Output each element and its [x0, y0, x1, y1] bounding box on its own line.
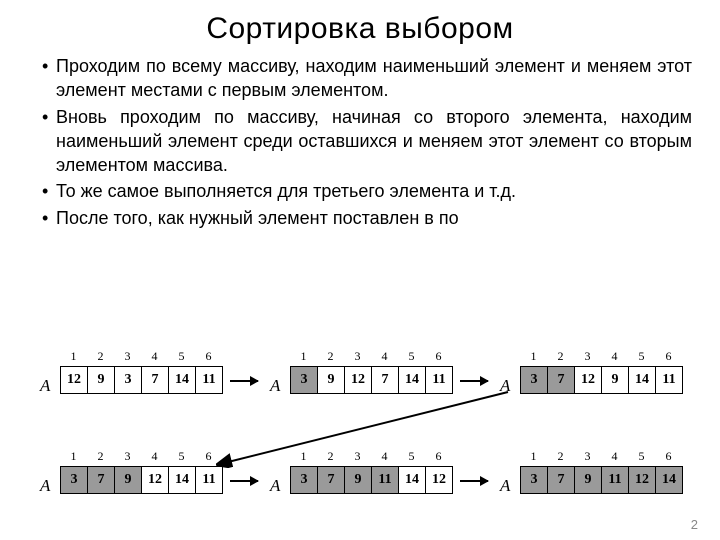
page-title: Сортировка выбором: [0, 0, 720, 46]
bullet-list: Проходим по всему массиву, находим наиме…: [0, 46, 720, 230]
bullet-item: Вновь проходим по массиву, начиная со вт…: [42, 105, 692, 178]
bullet-item: После того, как нужный элемент поставлен…: [42, 206, 692, 230]
bullet-item: Проходим по всему массиву, находим наиме…: [42, 54, 692, 103]
sort-diagram: A123456129371411A123456391271411A1234563…: [0, 348, 720, 518]
page-number: 2: [691, 517, 698, 532]
bullet-item: То же самое выполняется для третьего эле…: [42, 179, 692, 203]
wrap-arrow: [0, 348, 720, 518]
